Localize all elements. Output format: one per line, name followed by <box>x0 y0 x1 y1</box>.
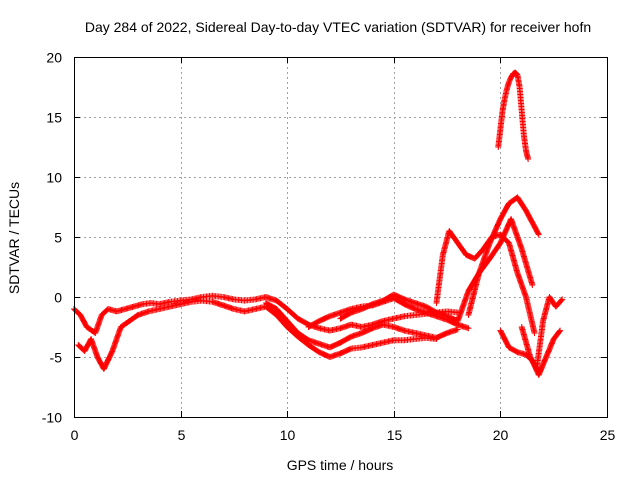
series-track-j <box>495 69 532 162</box>
data-point <box>531 330 538 336</box>
chart-title: Day 284 of 2022, Sidereal Day-to-day VTE… <box>85 19 591 35</box>
data-point <box>535 231 542 238</box>
data-point <box>558 297 565 304</box>
data-point <box>529 282 536 288</box>
series-track-e <box>337 216 536 324</box>
y-tick-label: 10 <box>46 170 62 186</box>
data-point <box>556 328 563 335</box>
y-tick-label: 0 <box>54 290 62 306</box>
series-track-b <box>75 297 440 372</box>
series-track-i <box>518 294 566 372</box>
series-track-a <box>71 292 461 336</box>
x-tick-label: 25 <box>600 427 616 443</box>
series-track-f <box>433 228 538 336</box>
x-axis-label: GPS time / hours <box>287 457 394 473</box>
grid-layer <box>74 57 607 417</box>
x-tick-label: 5 <box>178 427 186 443</box>
data-point <box>465 325 472 332</box>
data-point <box>525 156 532 162</box>
data-point <box>557 327 564 334</box>
x-tick-label: 15 <box>387 427 403 443</box>
ticks-layer: 0 5 10 15 20 25 -10 -5 0 5 10 15 20 <box>42 50 616 444</box>
series-track-c <box>262 300 461 351</box>
points-layer <box>71 69 566 378</box>
y-tick-label: 15 <box>46 110 62 126</box>
data-point <box>535 230 542 237</box>
y-tick-label: 5 <box>54 230 62 246</box>
x-tick-label: 0 <box>71 427 79 443</box>
y-tick-label: -5 <box>50 350 63 366</box>
y-tick-label: 20 <box>46 50 62 66</box>
y-axis-label: SDTVAR / TECUs <box>6 182 22 294</box>
x-tick-label: 10 <box>280 427 296 443</box>
series-track-g <box>465 194 542 318</box>
x-tick-label: 20 <box>493 427 509 443</box>
data-point <box>513 70 520 77</box>
y-tick-label: -10 <box>42 410 62 426</box>
data-point <box>559 296 566 303</box>
